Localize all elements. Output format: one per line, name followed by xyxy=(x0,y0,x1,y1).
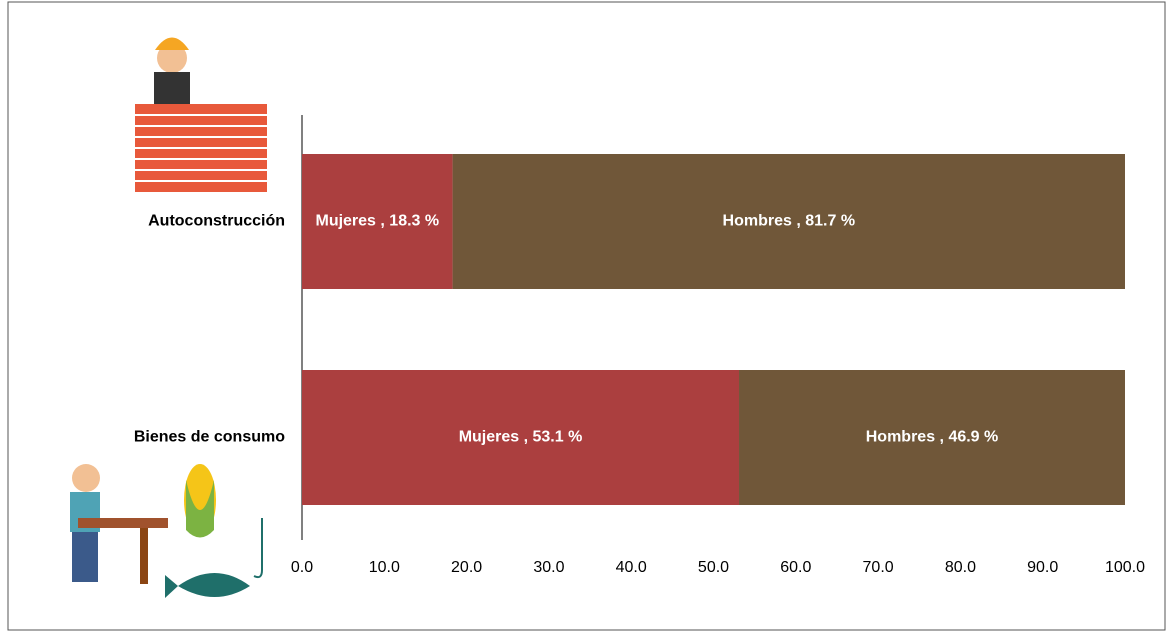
x-tick-label: 50.0 xyxy=(698,559,729,576)
bar-segment xyxy=(739,370,1125,505)
x-tick-label: 30.0 xyxy=(533,559,564,576)
x-tick-label: 20.0 xyxy=(451,559,482,576)
data-label: Mujeres , 18.3 % xyxy=(315,213,439,230)
bar-segment xyxy=(452,154,1125,289)
x-tick-label: 80.0 xyxy=(945,559,976,576)
x-tick-label: 40.0 xyxy=(616,559,647,576)
category-label: Autoconstrucción xyxy=(148,213,285,230)
x-tick-label: 70.0 xyxy=(863,559,894,576)
x-tick-label: 10.0 xyxy=(369,559,400,576)
x-tick-label: 0.0 xyxy=(291,559,313,576)
data-label: Hombres , 46.9 % xyxy=(866,429,999,446)
consumer-goods-illustration xyxy=(70,464,263,598)
category-label: Bienes de consumo xyxy=(134,429,285,446)
x-tick-label: 100.0 xyxy=(1105,559,1145,576)
x-tick-label: 60.0 xyxy=(780,559,811,576)
data-label: Mujeres , 53.1 % xyxy=(459,429,583,446)
bar-segment xyxy=(302,154,453,289)
builder-illustration xyxy=(135,37,267,192)
x-tick-label: 90.0 xyxy=(1027,559,1058,576)
bar-segment xyxy=(302,370,740,505)
data-label: Hombres , 81.7 % xyxy=(723,213,856,230)
